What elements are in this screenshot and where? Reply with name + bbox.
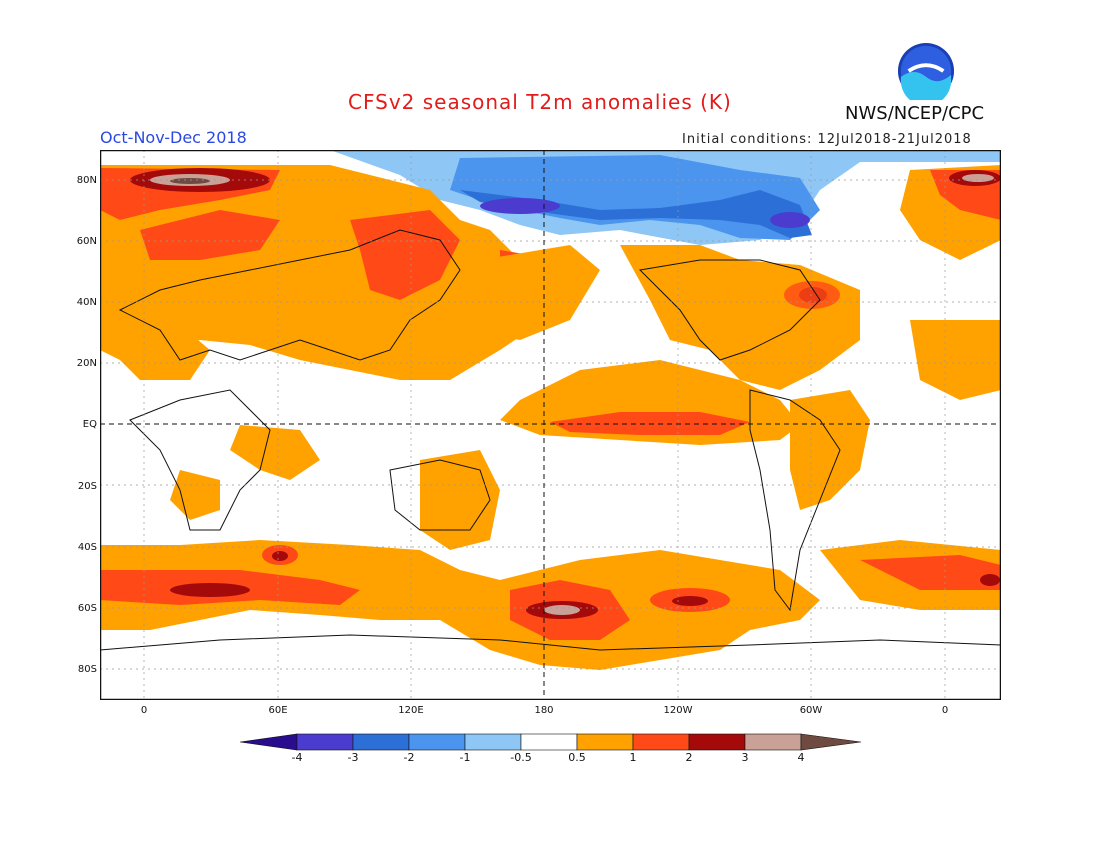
colorbar-label: 4 xyxy=(797,751,805,764)
noaa-logo xyxy=(897,42,955,100)
lon-label-120e: 120E xyxy=(398,705,424,716)
colorbar-swatch xyxy=(464,733,522,751)
southern-ocean-warm-anomaly xyxy=(100,540,1001,670)
lat-label-80s: 80S xyxy=(77,664,97,675)
lon-label-60w: 60W xyxy=(799,705,823,716)
lat-label-20s: 20S xyxy=(77,481,97,492)
colorbar-label: -3 xyxy=(347,751,359,764)
colorbar-swatch xyxy=(632,733,690,751)
colorbar-swatch xyxy=(352,733,410,751)
season-label: Oct-Nov-Dec 2018 xyxy=(100,128,247,147)
lon-label-0: 0 xyxy=(140,705,148,716)
lon-label-180: 180 xyxy=(534,705,554,716)
colorbar-label: -2 xyxy=(403,751,415,764)
colorbar-swatch xyxy=(240,733,298,751)
colorbar-label: 2 xyxy=(685,751,693,764)
lon-label-0-east: 0 xyxy=(941,705,949,716)
lat-label-60s: 60S xyxy=(77,603,97,614)
map-frame xyxy=(100,150,1001,700)
colorbar xyxy=(240,733,862,751)
north-america-warm-anomaly xyxy=(450,165,1001,400)
coastlines xyxy=(100,229,1001,651)
southern-tropics-warm-anomaly xyxy=(120,325,500,550)
map-gridlines xyxy=(100,150,1001,700)
initial-conditions: Initial conditions: 12Jul2018-21Jul2018 xyxy=(682,132,972,147)
colorbar-label: -0.5 xyxy=(510,751,532,764)
colorbar-label: 1 xyxy=(629,751,637,764)
agency-label: NWS/NCEP/CPC xyxy=(845,103,985,124)
lat-label-eq: EQ xyxy=(82,419,97,430)
equator-dateline xyxy=(100,150,1001,700)
colorbar-swatch xyxy=(520,733,578,751)
colorbar-swatch xyxy=(576,733,634,751)
colorbar-swatch xyxy=(688,733,746,751)
colorbar-label: -1 xyxy=(459,751,471,764)
tropical-pacific-warm-anomaly xyxy=(500,360,870,510)
colorbar-swatch xyxy=(800,733,862,751)
lat-label-60n: 60N xyxy=(76,236,97,247)
colorbar-swatch xyxy=(408,733,466,751)
lat-label-20n: 20N xyxy=(76,358,97,369)
colorbar-swatch xyxy=(744,733,802,751)
colorbar-label: -4 xyxy=(291,751,303,764)
colorbar-label: 0.5 xyxy=(568,751,586,764)
colorbar-swatch xyxy=(296,733,354,751)
colorbar-label: 3 xyxy=(741,751,749,764)
arctic-cold-anomaly xyxy=(330,150,1001,245)
map-title: CFSv2 seasonal T2m anomalies (K) xyxy=(348,90,732,114)
lon-label-120w: 120W xyxy=(663,705,693,716)
anomaly-map xyxy=(100,150,1001,700)
lat-label-40n: 40N xyxy=(76,297,97,308)
lon-label-60e: 60E xyxy=(268,705,288,716)
lat-label-80n: 80N xyxy=(76,175,97,186)
lat-label-40s: 40S xyxy=(77,542,97,553)
